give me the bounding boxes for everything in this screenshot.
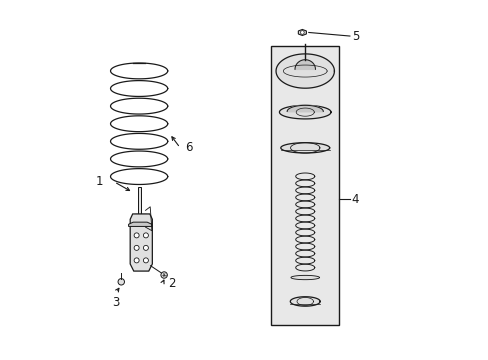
Text: 6: 6 [185, 141, 193, 154]
Circle shape [134, 258, 139, 263]
Text: 3: 3 [112, 296, 120, 309]
Circle shape [118, 279, 124, 285]
Text: 2: 2 [167, 277, 175, 290]
Polygon shape [276, 54, 334, 88]
Circle shape [143, 233, 148, 238]
Circle shape [134, 233, 139, 238]
Text: 1: 1 [96, 175, 103, 188]
Polygon shape [290, 275, 319, 280]
Bar [271, 46, 339, 325]
Polygon shape [298, 30, 306, 36]
Circle shape [300, 31, 304, 34]
Polygon shape [294, 60, 315, 69]
Polygon shape [286, 105, 323, 112]
Circle shape [161, 272, 167, 278]
Text: 5: 5 [351, 30, 358, 42]
Text: 4: 4 [351, 193, 358, 206]
Circle shape [143, 246, 148, 250]
Polygon shape [290, 297, 320, 306]
Polygon shape [130, 214, 152, 271]
Polygon shape [280, 143, 329, 153]
Polygon shape [279, 105, 330, 119]
Circle shape [134, 246, 139, 250]
Bar [135, 214, 145, 217]
Polygon shape [128, 222, 151, 226]
Circle shape [143, 258, 148, 263]
Bar [138, 187, 140, 216]
